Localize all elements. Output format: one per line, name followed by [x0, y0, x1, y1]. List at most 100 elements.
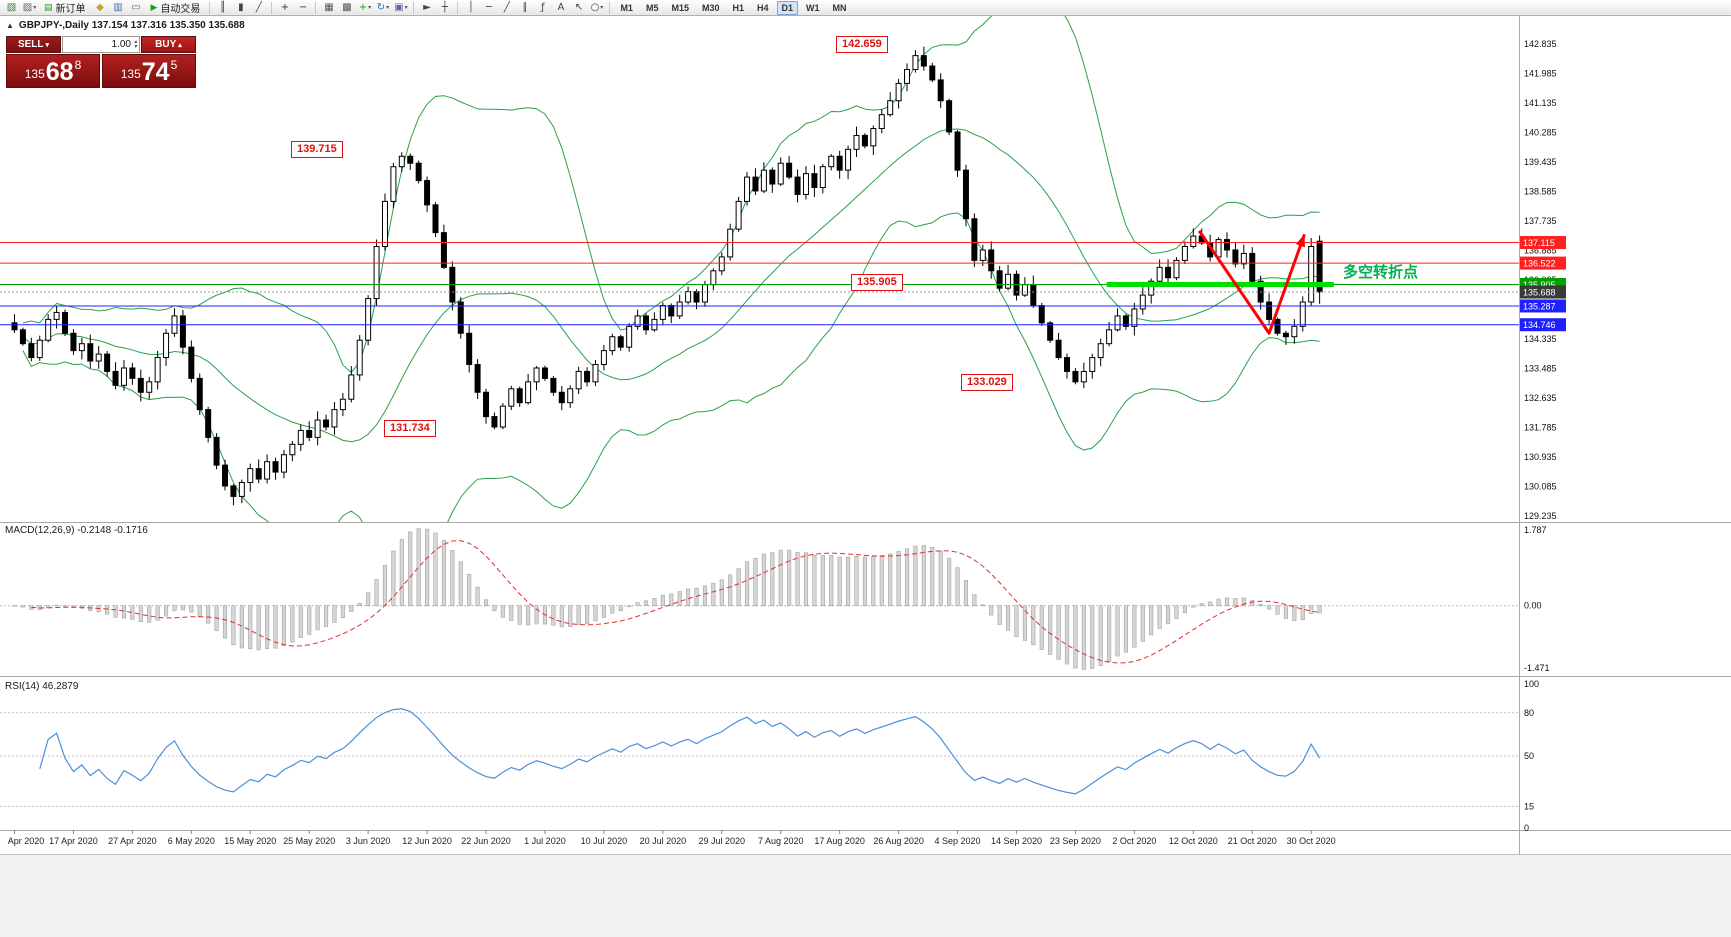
svg-text:17 Apr 2020: 17 Apr 2020 [49, 836, 98, 846]
svg-text:21 Oct 2020: 21 Oct 2020 [1228, 836, 1277, 846]
turning-point-note[interactable]: 多空转折点 [1343, 264, 1419, 281]
svg-text:1 Jul 2020: 1 Jul 2020 [524, 836, 566, 846]
text-label-icon[interactable]: A [557, 1, 565, 13]
timeframe-mn-button[interactable]: MN [832, 2, 847, 13]
toolbar-separator [457, 1, 459, 14]
price-callout-label[interactable]: 131.734 [384, 420, 436, 437]
price-plot[interactable] [0, 16, 1519, 587]
candlestick-mode-icon[interactable]: ▮ [238, 1, 244, 13]
vertical-line-icon[interactable]: │ [467, 1, 474, 13]
svg-text:100: 100 [1524, 679, 1539, 689]
trade-controls-row: SELL ▾ 1.00 ▴ ▾ BUY ▴ [6, 36, 196, 53]
price-callout-label[interactable]: 142.659 [836, 36, 888, 53]
svg-text:132.635: 132.635 [1524, 393, 1557, 403]
timeframe-h4-button[interactable]: H4 [757, 2, 769, 13]
buy-button[interactable]: BUY ▴ [141, 36, 196, 53]
lot-size-input[interactable]: 1.00 ▴ ▾ [62, 36, 140, 53]
tile-windows-icon[interactable]: ▦ [324, 1, 334, 13]
svg-text:136.522: 136.522 [1523, 259, 1556, 269]
chart-window[interactable]: 142.835 141.985 141.135 140.285 139.435 138.5… [0, 16, 1731, 854]
horizontal-line-icon[interactable]: ─ [485, 1, 492, 13]
macd-signal-line [31, 540, 1320, 664]
timeframe-m5-button[interactable]: M5 [645, 2, 659, 13]
line-chart-mode-icon[interactable]: ╱ [255, 1, 262, 13]
svg-text:142.835: 142.835 [1524, 39, 1557, 49]
bollinger-middle-band [22, 128, 1320, 443]
toolbar-separator [315, 1, 317, 14]
new-order-button[interactable]: ▤ 新订单 [39, 1, 91, 16]
trade-price-tiles: 135 68 8 135 74 5 [6, 54, 196, 88]
templates-icon[interactable]: ▣ ▾ [394, 1, 408, 13]
spinner-down-icon[interactable]: ▾ [133, 43, 137, 50]
price-scale-marker: 134.746 [1520, 318, 1566, 332]
trendline-icon[interactable]: ╱ [503, 1, 510, 13]
svg-text:140.285: 140.285 [1524, 128, 1557, 138]
dropdown-caret-icon: ▾ [600, 3, 604, 11]
bid-price-tile[interactable]: 135 68 8 [6, 54, 100, 88]
spinner-up-icon[interactable]: ▴ [133, 38, 137, 45]
svg-text:133.485: 133.485 [1524, 364, 1557, 374]
price-callout-label[interactable]: 133.029 [961, 374, 1013, 391]
timeframe-h1-button[interactable]: H1 [732, 2, 745, 13]
svg-text:20 Jul 2020: 20 Jul 2020 [640, 836, 687, 846]
terminal-icon[interactable]: ▭ [131, 1, 141, 13]
bollinger-lower-band [22, 212, 1320, 522]
price-callout-label[interactable]: 135.905 [851, 274, 903, 291]
timeframe-m30-button[interactable]: M30 [701, 2, 720, 13]
svg-text:23 Sep 2020: 23 Sep 2020 [1050, 836, 1101, 846]
svg-text:0.00: 0.00 [1524, 601, 1542, 611]
ask-price-tile[interactable]: 135 74 5 [102, 54, 196, 88]
cursor-icon[interactable]: ► [423, 1, 431, 13]
dropdown-caret-icon: ▾ [386, 3, 390, 11]
shapes-tool-icon[interactable]: ○ ▾ [590, 1, 604, 13]
svg-text:29 Jul 2020: 29 Jul 2020 [699, 836, 746, 846]
crosshair-icon[interactable]: ┼ [441, 1, 448, 13]
fibonacci-icon[interactable]: ƒ [541, 1, 545, 13]
svg-text:-1.471: -1.471 [1524, 663, 1550, 673]
time-scale[interactable]: Apr 2020 17 Apr 2020 27 Apr 2020 6 May 2020… [8, 830, 1336, 846]
lot-spinner[interactable]: ▴ ▾ [133, 38, 137, 50]
zoom-in-icon[interactable]: + [280, 1, 290, 13]
timeframe-d1-button[interactable]: D1 [776, 0, 799, 15]
svg-text:137.735: 137.735 [1524, 216, 1557, 226]
price-scale-marker: 135.287 [1520, 299, 1566, 313]
svg-text:80: 80 [1524, 708, 1534, 718]
zoom-out-icon[interactable]: − [298, 1, 308, 13]
add-indicator-icon[interactable]: + ▾ [358, 1, 372, 13]
price-chart-canvas[interactable]: 142.835 141.985 141.135 140.285 139.435 138.5… [0, 16, 1731, 854]
sell-button[interactable]: SELL ▾ [6, 36, 61, 53]
svg-text:15: 15 [1524, 801, 1534, 811]
timeframe-m1-button[interactable]: M1 [620, 2, 633, 13]
arrow-head-icon [1295, 234, 1305, 248]
svg-text:7 Aug 2020: 7 Aug 2020 [758, 836, 804, 846]
one-click-toggle-icon[interactable]: ▲ [6, 21, 14, 30]
rsi-indicator-label: RSI(14) 46.2879 [5, 681, 79, 692]
macd-indicator-label: MACD(12,26,9) -0.2148 -0.1716 [5, 525, 148, 536]
new-chart-icon[interactable]: ▧ [6, 1, 17, 13]
timeframe-m15-button[interactable]: M15 [671, 2, 689, 13]
autotrading-button[interactable]: ▶ 自动交易 [146, 1, 206, 16]
symbol-title-bar: ▲ GBPJPY-,Daily 137.154 137.316 135.350 … [6, 20, 245, 31]
svg-text:2 Oct 2020: 2 Oct 2020 [1112, 836, 1156, 846]
price-callout-label[interactable]: 139.715 [291, 141, 343, 158]
arrows-tool-icon[interactable]: ↖ [574, 1, 584, 13]
buy-button-label: BUY [155, 39, 177, 50]
metaeditor-icon[interactable]: ◆ [96, 1, 104, 13]
equidistant-channel-icon[interactable]: ∥ [522, 1, 528, 13]
svg-text:22 Jun 2020: 22 Jun 2020 [461, 836, 511, 846]
market-watch-icon[interactable]: ▥ [113, 1, 123, 13]
new-order-button-label: 新订单 [55, 4, 86, 15]
svg-text:17 Aug 2020: 17 Aug 2020 [814, 836, 865, 846]
chart-profiles-icon[interactable]: ▨ ▾ [22, 1, 37, 13]
auto-arrange-icon[interactable]: ▩ [342, 1, 352, 13]
dropdown-caret-icon: ▾ [368, 3, 372, 11]
toolbar-separator [271, 1, 273, 14]
ask-big-digits: 74 [141, 58, 170, 86]
svg-text:135.905: 135.905 [1523, 280, 1556, 290]
svg-text:130.085: 130.085 [1524, 482, 1557, 492]
bars-chart-mode-icon[interactable]: ║ [219, 1, 226, 13]
timeframe-w1-button[interactable]: W1 [806, 2, 820, 13]
svg-text:134.746: 134.746 [1523, 320, 1556, 330]
refresh-icon[interactable]: ↻ ▾ [376, 1, 390, 13]
arrow-annotation[interactable] [1197, 230, 1306, 335]
